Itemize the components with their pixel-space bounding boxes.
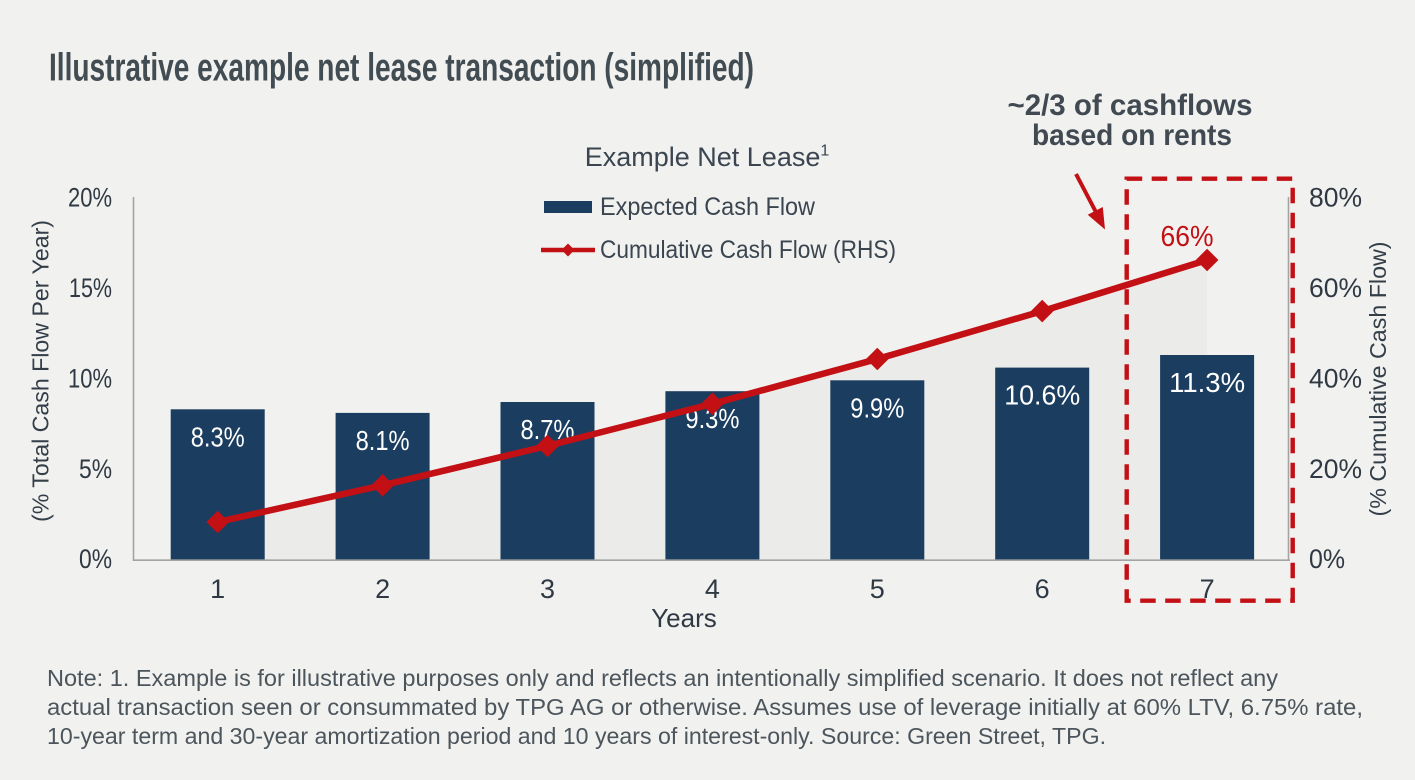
- svg-text:10%: 10%: [68, 364, 112, 394]
- svg-text:9.9%: 9.9%: [850, 392, 904, 423]
- svg-text:1: 1: [210, 574, 225, 604]
- svg-text:8.3%: 8.3%: [191, 421, 245, 452]
- svg-text:5: 5: [870, 574, 885, 604]
- svg-text:11.3%: 11.3%: [1169, 367, 1245, 398]
- svg-text:Example Net Lease1: Example Net Lease1: [585, 142, 830, 172]
- svg-text:6: 6: [1035, 574, 1050, 604]
- svg-text:based on rents: based on rents: [1032, 119, 1232, 152]
- svg-text:40%: 40%: [1309, 364, 1362, 394]
- svg-text:5%: 5%: [79, 454, 112, 484]
- svg-text:10-year term and 30-year amort: 10-year term and 30-year amortization pe…: [47, 723, 1106, 749]
- svg-text:Cumulative Cash Flow (RHS): Cumulative Cash Flow (RHS): [600, 236, 896, 264]
- svg-text:20%: 20%: [68, 183, 112, 213]
- svg-text:3: 3: [540, 574, 555, 604]
- svg-text:80%: 80%: [1309, 183, 1362, 213]
- svg-text:actual transaction seen or con: actual transaction seen or consummated b…: [47, 694, 1363, 720]
- svg-text:7: 7: [1200, 574, 1215, 604]
- svg-text:Years: Years: [651, 603, 717, 633]
- svg-text:Illustrative example net lease: Illustrative example net lease transacti…: [49, 47, 754, 90]
- svg-text:8.1%: 8.1%: [356, 425, 410, 456]
- svg-text:60%: 60%: [1309, 273, 1362, 303]
- svg-text:Note: 1. Example is for illust: Note: 1. Example is for illustrative pur…: [47, 665, 1278, 691]
- svg-text:Expected Cash Flow: Expected Cash Flow: [600, 193, 816, 221]
- svg-text:66%: 66%: [1161, 221, 1214, 253]
- svg-text:~2/3 of cashflows: ~2/3 of cashflows: [1008, 89, 1253, 122]
- svg-text:0%: 0%: [79, 544, 112, 574]
- svg-text:(% Total Cash Flow Per Year): (% Total Cash Flow Per Year): [28, 220, 54, 522]
- svg-text:4: 4: [705, 574, 720, 604]
- svg-text:2: 2: [375, 574, 390, 604]
- svg-text:0%: 0%: [1309, 544, 1345, 574]
- svg-text:15%: 15%: [69, 273, 112, 303]
- svg-text:10.6%: 10.6%: [1004, 380, 1080, 411]
- svg-text:(% Cumulative Cash Flow): (% Cumulative Cash Flow): [1365, 242, 1391, 517]
- svg-text:20%: 20%: [1309, 454, 1362, 484]
